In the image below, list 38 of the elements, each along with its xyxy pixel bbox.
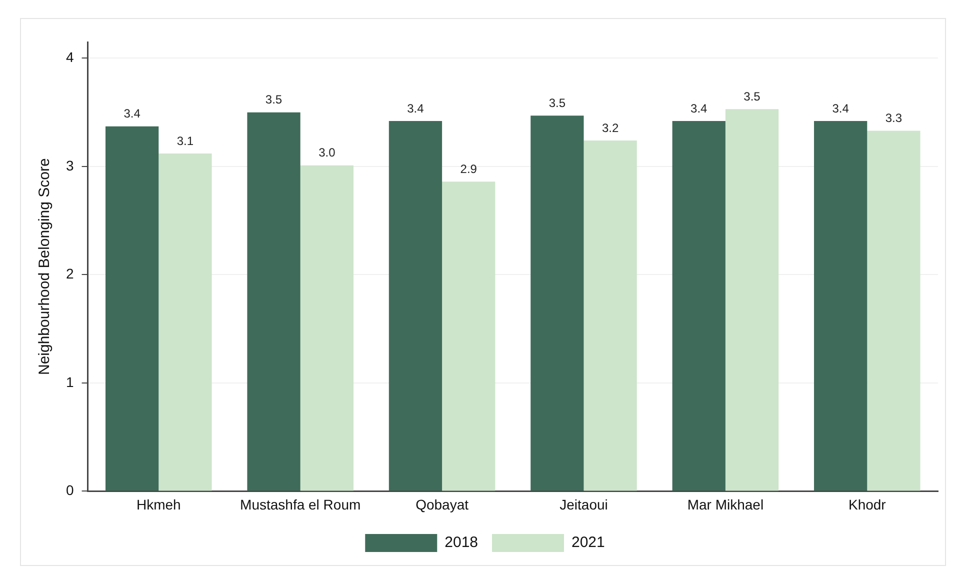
data-label: 2.9 (460, 162, 478, 176)
data-label: 3.5 (744, 89, 761, 104)
x-tick-label: Jeitaoui (560, 496, 608, 512)
bar (442, 182, 496, 491)
legend-label: 2021 (572, 534, 605, 552)
bar (584, 140, 637, 491)
data-label: 3.2 (602, 120, 619, 135)
bar (388, 121, 442, 491)
x-tick-label: Khodr (848, 496, 886, 512)
data-label: 3.5 (548, 96, 566, 110)
y-tick-label: 0 (66, 482, 74, 498)
bar (867, 130, 920, 491)
data-label: 3.4 (124, 106, 141, 121)
bar (106, 126, 159, 491)
data-label: 3.0 (318, 146, 336, 160)
x-tick-label: Mar Mikhael (687, 496, 764, 512)
y-tick-label: 3 (66, 157, 74, 174)
x-tick-label: Qobayat (416, 496, 469, 512)
data-label: 3.4 (690, 101, 708, 116)
data-label: 3.3 (885, 111, 902, 126)
data-label: 3.1 (176, 134, 194, 148)
y-axis-title: Neighbourhood Belonging Score (36, 158, 54, 376)
bar (530, 116, 584, 491)
bar (300, 165, 354, 491)
data-label: 3.5 (265, 92, 282, 107)
x-tick-label: Mustashfa el Roum (240, 496, 361, 512)
y-tick-label: 2 (66, 266, 74, 282)
x-tick-label: Hkmeh (136, 496, 181, 512)
y-tick-label: 4 (66, 49, 74, 66)
data-label: 3.4 (832, 101, 850, 116)
bar (814, 121, 868, 491)
bar (725, 109, 779, 491)
y-tick-label: 1 (66, 374, 74, 390)
data-label: 3.4 (407, 101, 424, 116)
bar (672, 121, 726, 491)
legend-label: 2018 (444, 534, 478, 552)
bar (158, 153, 212, 491)
bar (247, 112, 300, 491)
